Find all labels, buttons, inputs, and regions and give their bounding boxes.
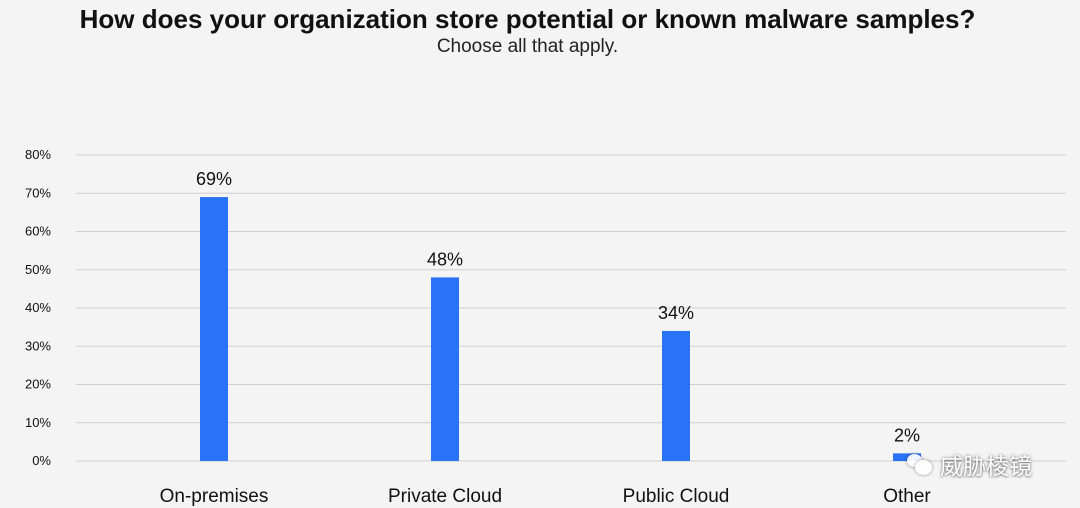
y-tick-label: 70%	[25, 185, 51, 200]
x-tick-label: Public Cloud	[623, 486, 730, 507]
bar-public-cloud	[662, 330, 690, 461]
bar-private-cloud	[431, 277, 459, 461]
chart-title: How does your organization store potenti…	[79, 4, 976, 34]
wechat-icon	[906, 452, 934, 476]
y-tick-label: 40%	[25, 300, 51, 315]
data-label: 2%	[894, 425, 920, 445]
y-tick-label: 60%	[25, 224, 51, 239]
bar-on-premises	[200, 197, 228, 461]
bars-layer	[200, 197, 921, 461]
data-label: 34%	[658, 303, 694, 323]
watermark: 威胁棱镜	[906, 447, 1032, 481]
y-axis-ticks: 0% 10% 20% 30% 40% 50% 60% 70% 80%	[25, 147, 51, 468]
x-tick-label: Other	[883, 486, 931, 507]
y-tick-label: 50%	[25, 262, 51, 277]
y-tick-label: 30%	[25, 338, 51, 353]
y-tick-label: 0%	[32, 453, 51, 468]
x-tick-label: Private Cloud	[388, 486, 502, 507]
data-label: 48%	[427, 249, 463, 269]
data-labels-layer: 69% 48% 34% 2%	[196, 169, 920, 445]
x-tick-label: On-premises	[160, 486, 269, 507]
watermark-text: 威胁棱镜	[940, 454, 1032, 480]
y-tick-label: 10%	[25, 415, 51, 430]
x-axis-labels: On-premises Private Cloud Public Cloud Othe…	[160, 486, 932, 507]
y-tick-label: 80%	[25, 147, 51, 162]
data-label: 69%	[196, 169, 232, 189]
chart-subtitle: Choose all that apply.	[436, 36, 619, 57]
y-tick-label: 20%	[25, 377, 51, 392]
